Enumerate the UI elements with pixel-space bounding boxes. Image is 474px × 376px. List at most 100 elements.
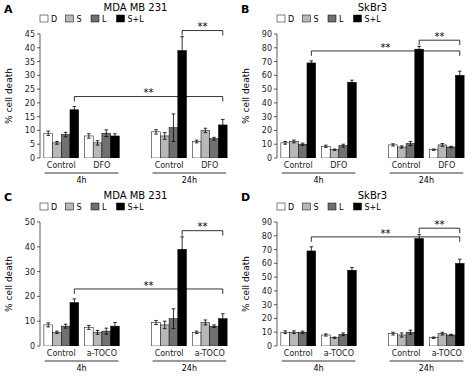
error-cap xyxy=(104,129,108,130)
error-line xyxy=(114,134,115,138)
error-cap xyxy=(55,141,59,142)
legend-item: S+L xyxy=(354,15,382,24)
error-cap xyxy=(221,130,225,131)
error-line xyxy=(48,323,49,327)
significance-bracket: ** xyxy=(182,221,223,235)
error-line xyxy=(214,137,215,140)
y-tick xyxy=(274,290,277,291)
error-bar xyxy=(172,309,176,329)
bar xyxy=(152,132,161,158)
error-bar xyxy=(324,334,328,336)
bars xyxy=(44,51,227,158)
title: MDA MB 231 xyxy=(104,190,168,201)
y-tick-label: 80 xyxy=(262,232,272,241)
legend: DSLS+L xyxy=(277,15,381,24)
error-bar xyxy=(180,37,184,65)
error-cap xyxy=(409,330,413,331)
error-bar xyxy=(301,143,305,145)
group-label: 4h xyxy=(313,176,323,185)
error-bar xyxy=(341,333,345,336)
bar xyxy=(290,332,299,346)
error-line xyxy=(88,325,89,329)
y-tick xyxy=(37,222,40,223)
error-bar xyxy=(73,106,77,113)
error-cap xyxy=(310,255,314,256)
error-bar xyxy=(113,134,117,138)
error-line xyxy=(311,247,312,255)
error-cap xyxy=(441,143,445,144)
panel-label: D xyxy=(241,191,250,204)
y-tick-label: 70 xyxy=(262,246,272,255)
bar xyxy=(447,335,456,346)
error-cap xyxy=(333,337,337,338)
error-bar xyxy=(350,267,354,273)
legend-swatch xyxy=(66,15,74,22)
error-bar xyxy=(113,322,117,329)
legend-swatch xyxy=(66,203,74,210)
error-cap xyxy=(283,333,287,334)
error-cap xyxy=(292,142,296,143)
significance-label: ** xyxy=(434,219,444,230)
error-cap xyxy=(46,322,50,323)
bar xyxy=(415,49,424,158)
error-bar xyxy=(163,133,167,140)
legend-label: S xyxy=(314,15,319,24)
error-cap xyxy=(212,140,216,141)
error-cap xyxy=(391,334,395,335)
error-bar xyxy=(333,337,337,338)
error-cap xyxy=(73,106,77,107)
bar xyxy=(61,326,70,346)
error-cap xyxy=(341,144,345,145)
error-cap xyxy=(417,46,421,47)
figure: AMDA MB 231% cell death05101520253035404… xyxy=(0,0,474,376)
error-cap xyxy=(195,333,199,334)
error-cap xyxy=(441,332,445,333)
y-tick-label: 20 xyxy=(25,292,35,301)
error-line xyxy=(156,320,157,324)
error-bar xyxy=(292,331,296,334)
error-bars xyxy=(46,37,224,145)
bar xyxy=(397,147,406,158)
error-bar xyxy=(458,71,462,79)
error-cap xyxy=(113,322,117,323)
bar xyxy=(102,133,111,158)
significance-label: ** xyxy=(381,228,391,239)
legend-swatch xyxy=(117,15,125,22)
error-bar xyxy=(212,325,216,327)
x-tick-label: Control xyxy=(155,161,184,170)
error-line xyxy=(65,324,66,328)
legend-swatch xyxy=(354,15,362,22)
error-bar xyxy=(163,321,167,328)
legend-item: S xyxy=(303,203,319,212)
y-tick-label: 30 xyxy=(262,113,272,122)
y-tick xyxy=(37,130,40,131)
bar xyxy=(406,144,415,158)
error-cap xyxy=(212,327,216,328)
y-tick-label: 10 xyxy=(262,328,272,337)
error-cap xyxy=(104,328,108,329)
y-axis xyxy=(277,34,278,158)
error-cap xyxy=(292,333,296,334)
y-axis xyxy=(40,222,41,346)
legend-label: L xyxy=(339,203,344,212)
y-tick-label: 20 xyxy=(262,126,272,135)
error-cap xyxy=(180,36,184,37)
error-bar xyxy=(310,61,314,65)
error-cap xyxy=(391,143,395,144)
error-cap xyxy=(204,324,208,325)
bar xyxy=(339,146,348,158)
legend: DSLS+L xyxy=(277,203,381,212)
error-cap xyxy=(283,144,287,145)
error-line xyxy=(65,132,66,136)
y-tick xyxy=(274,318,277,319)
error-bar xyxy=(432,337,436,338)
error-bar xyxy=(333,149,337,150)
y-tick xyxy=(37,346,40,347)
title: SkBr3 xyxy=(358,190,387,201)
error-line xyxy=(351,80,352,84)
y-tick-label: 50 xyxy=(262,85,272,94)
y-tick xyxy=(37,89,40,90)
x-tick-label: a-TOCO xyxy=(432,349,462,358)
error-bar xyxy=(195,140,199,143)
error-bars xyxy=(46,237,224,334)
